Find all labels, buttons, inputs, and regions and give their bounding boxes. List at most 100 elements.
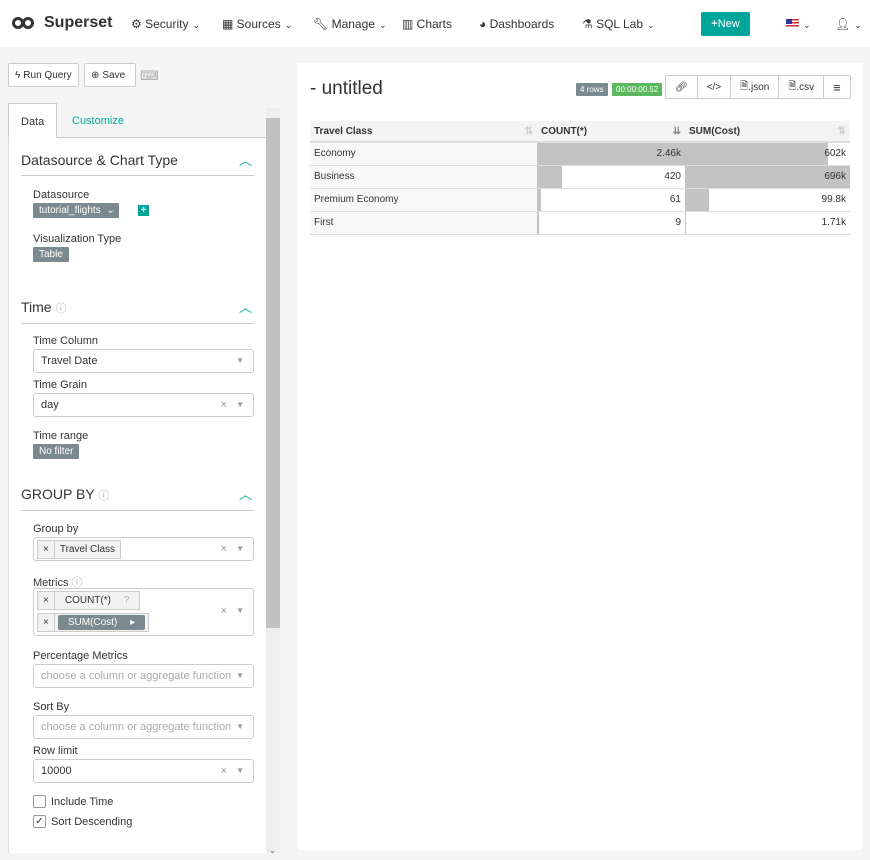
viz-type-button[interactable]: Table	[33, 247, 69, 262]
language-menu[interactable]: ⌄	[786, 17, 811, 31]
run-query-button[interactable]: ϟ Run Query	[8, 63, 79, 87]
chevron-up-icon[interactable]: ︿	[238, 487, 252, 502]
caret-down-icon: ▼	[236, 766, 244, 775]
brand-name: Superset	[44, 14, 113, 31]
sort-descending-checkbox[interactable]: ✓ Sort Descending	[33, 815, 132, 828]
percentage-metrics-select[interactable]: choose a column or aggregate function ▼	[33, 664, 254, 688]
section-time[interactable]: Time ⓘ ︿	[21, 299, 254, 324]
checkbox-icon[interactable]	[33, 795, 46, 808]
caret-down-icon: ▼	[236, 400, 244, 409]
column-header[interactable]: COUNT(*) ⇊	[537, 121, 685, 143]
add-datasource-icon[interactable]: +	[138, 205, 149, 216]
clear-icon[interactable]: ×	[220, 765, 227, 777]
include-time-checkbox[interactable]: Include Time	[33, 795, 113, 808]
group-by-select[interactable]: × Travel Class × ▼	[33, 537, 254, 561]
sort-by-select[interactable]: choose a column or aggregate function ▼	[33, 715, 254, 739]
chevron-up-icon[interactable]: ︿	[238, 300, 252, 315]
chevron-down-icon: ⌄	[803, 20, 811, 30]
chevron-up-icon[interactable]: ︿	[238, 153, 252, 168]
section-datasource[interactable]: Datasource & Chart Type ︿	[21, 152, 254, 176]
plus-icon: +	[711, 18, 718, 30]
sort-by-label: Sort By	[33, 701, 70, 713]
clear-icon[interactable]: ×	[220, 605, 227, 617]
nav-security[interactable]: ⚙ Security ⌄	[131, 17, 200, 31]
remove-icon[interactable]: ×	[38, 592, 55, 609]
cell-count: 9	[537, 211, 685, 235]
caret-right-icon: ▸	[130, 617, 136, 628]
cell-text: Premium Economy	[314, 194, 399, 205]
nav-label: Dashboards	[489, 17, 555, 31]
nav-manage[interactable]: 🔧︎ Manage ⌄	[313, 17, 387, 31]
cell-sum: 696k	[685, 165, 850, 189]
header-label: Travel Class	[314, 125, 373, 137]
save-button[interactable]: ⊕ Save	[84, 63, 136, 87]
column-header[interactable]: Travel Class ⇅	[310, 121, 537, 143]
clear-icon[interactable]: ×	[220, 543, 227, 555]
time-column-select[interactable]: Travel Date ▼	[33, 349, 254, 373]
section-groupby[interactable]: GROUP BY ⓘ ︿	[21, 486, 254, 511]
table-row: Economy 2.46k 602k	[310, 142, 850, 166]
json-button[interactable]: 🗎︎ .json	[731, 76, 780, 98]
chevron-down-icon: ⌄	[647, 20, 655, 30]
query-time-badge: 00:00:00.52	[612, 83, 663, 96]
chart-title[interactable]: - untitled	[310, 78, 383, 99]
dashboard-icon: ◕	[479, 17, 490, 31]
menu-button[interactable]: ≡	[824, 76, 850, 98]
row-limit-select[interactable]: 10000 × ▼	[33, 759, 254, 783]
cell-text: 2.46k	[656, 148, 681, 160]
row-limit-value: 10000	[41, 765, 72, 777]
nav-charts[interactable]: ▥ Charts	[402, 17, 452, 31]
viz-type-label: Visualization Type	[33, 233, 122, 245]
cell-text: 420	[664, 171, 681, 182]
nav-sql-lab[interactable]: ⚗ SQL Lab ⌄	[582, 17, 655, 31]
sidebar-scrollbar[interactable]: ⌄	[266, 108, 280, 855]
chip-label: Travel Class	[59, 544, 116, 555]
column-header[interactable]: SUM(Cost) ⇅	[685, 121, 850, 143]
user-menu[interactable]: 👤︎ ⌄	[835, 17, 862, 31]
cell-count: 420	[537, 165, 685, 189]
metrics-select[interactable]: × COUNT(*) ? × SUM(Cost) ▸ × ▼	[33, 588, 254, 636]
bar-chart-icon: ▥	[402, 17, 417, 31]
link-button[interactable]: 🔗︎	[666, 76, 698, 98]
scrollbar-thumb[interactable]	[266, 118, 280, 628]
scroll-down-icon[interactable]: ⌄	[269, 846, 276, 855]
brand[interactable]: Superset	[12, 14, 112, 32]
data-panel: Datasource & Chart Type ︿ Datasource tuto…	[8, 138, 266, 853]
remove-icon[interactable]: ×	[38, 541, 55, 558]
caret-down-icon: ▼	[236, 356, 244, 365]
table-icon: ▦	[222, 17, 237, 31]
group-by-label: Group by	[33, 523, 79, 535]
csv-label: .csv	[796, 81, 815, 93]
csv-button[interactable]: 🗎︎ .csv	[779, 76, 825, 98]
caret-down-icon: ▼	[236, 544, 244, 553]
metric-chip: × COUNT(*) ?	[37, 591, 141, 610]
tab-data[interactable]: Data	[8, 103, 58, 138]
time-range-button[interactable]: No filter	[33, 444, 80, 459]
placeholder: choose a column or aggregate function	[41, 721, 232, 733]
nav-sources[interactable]: ▦ Sources ⌄	[222, 17, 292, 31]
header-label: COUNT(*)	[541, 125, 588, 137]
json-label: .json	[748, 81, 770, 93]
nav-label: Sources	[236, 17, 281, 31]
keyboard-icon[interactable]: ⌨	[140, 68, 159, 83]
percentage-metrics-label: Percentage Metrics	[33, 650, 128, 662]
metric-popover-trigger[interactable]: SUM(Cost) ▸	[57, 615, 146, 630]
tabs: Data Customize	[8, 103, 266, 138]
new-button[interactable]: + New	[701, 12, 750, 36]
time-grain-select[interactable]: day × ▼	[33, 393, 254, 417]
remove-icon[interactable]: ×	[38, 614, 55, 631]
datasource-label: Datasource	[33, 189, 90, 201]
cell-travel-class: First	[310, 211, 537, 235]
cell-text: 9	[675, 217, 681, 228]
caret-down-icon: ▼	[236, 671, 244, 680]
nav-dashboards[interactable]: ◕ Dashboards	[479, 17, 554, 31]
checkbox-checked-icon[interactable]: ✓	[33, 815, 46, 828]
clear-icon[interactable]: ×	[220, 399, 227, 411]
embed-button[interactable]: </>	[698, 76, 732, 98]
wrench-icon: 🔧︎	[313, 17, 332, 31]
cell-text: Economy	[314, 148, 356, 160]
sort-icon: ⇅	[524, 125, 533, 137]
tab-customize[interactable]: Customize	[72, 115, 124, 127]
cell-sum: 99.8k	[685, 188, 850, 212]
datasource-select[interactable]: tutorial_flights ⌄	[33, 203, 119, 218]
